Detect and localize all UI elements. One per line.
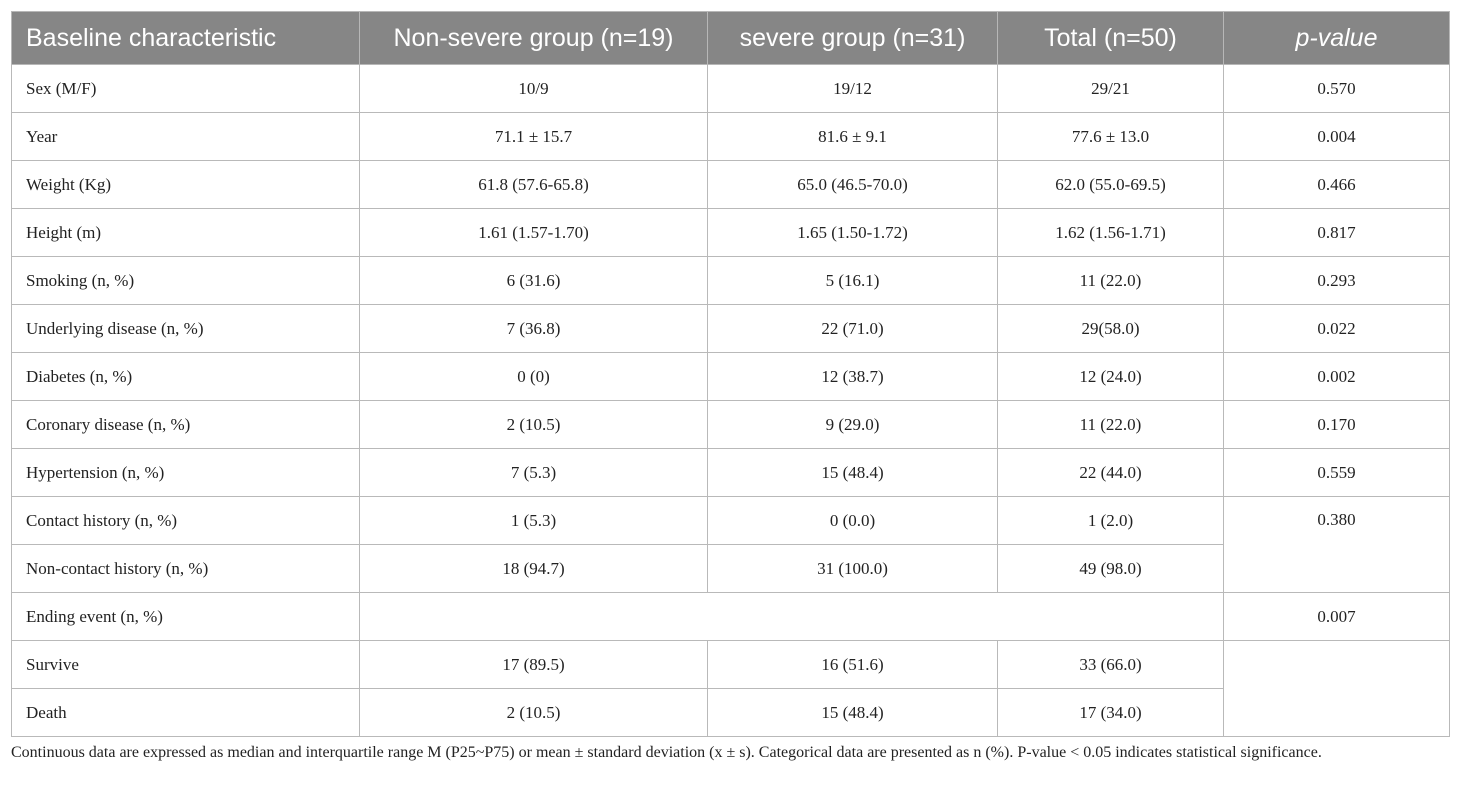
cell-p-value: 0.007	[1223, 592, 1450, 641]
cell-total: 29(58.0)	[997, 304, 1224, 353]
cell-p-value: 0.170	[1223, 400, 1450, 449]
table-row: Sex (M/F) 10/9 19/12 29/21 0.570	[11, 64, 1450, 113]
cell-p-value: 0.002	[1223, 352, 1450, 401]
header-row: Baseline characteristic Non-severe group…	[11, 11, 1450, 65]
cell-p-value: 0.380	[1223, 496, 1450, 593]
row-label: Sex (M/F)	[11, 64, 360, 113]
row-label: Contact history (n, %)	[11, 496, 360, 545]
cell-non-severe: 17 (89.5)	[359, 640, 708, 689]
row-label: Hypertension (n, %)	[11, 448, 360, 497]
cell-p-value: 0.466	[1223, 160, 1450, 209]
table-row: Survive 17 (89.5) 16 (51.6) 33 (66.0)	[11, 640, 1450, 737]
cell-p-value: 0.022	[1223, 304, 1450, 353]
table-row: Weight (Kg) 61.8 (57.6-65.8) 65.0 (46.5-…	[11, 160, 1450, 209]
row-label: Diabetes (n, %)	[11, 352, 360, 401]
cell-severe: 0 (0.0)	[707, 496, 998, 545]
cell-total: 22 (44.0)	[997, 448, 1224, 497]
row-label: Survive	[11, 640, 360, 689]
cell-non-severe: 2 (10.5)	[359, 688, 708, 737]
cell-non-severe: 0 (0)	[359, 352, 708, 401]
row-label: Year	[11, 112, 360, 161]
cell-non-severe: 71.1 ± 15.7	[359, 112, 708, 161]
cell-non-severe: 1 (5.3)	[359, 496, 708, 545]
cell-severe: 16 (51.6)	[707, 640, 998, 689]
table-row: Hypertension (n, %) 7 (5.3) 15 (48.4) 22…	[11, 448, 1450, 497]
header-p-value: p-value	[1223, 11, 1450, 65]
cell-severe: 15 (48.4)	[707, 688, 998, 737]
cell-total: 29/21	[997, 64, 1224, 113]
row-label: Ending event (n, %)	[11, 592, 360, 641]
cell-non-severe: 18 (94.7)	[359, 544, 708, 593]
cell-p-value: 0.293	[1223, 256, 1450, 305]
cell-total: 62.0 (55.0-69.5)	[997, 160, 1224, 209]
cell-severe: 19/12	[707, 64, 998, 113]
cell-non-severe: 7 (36.8)	[359, 304, 708, 353]
cell-p-value: 0.004	[1223, 112, 1450, 161]
cell-severe: 22 (71.0)	[707, 304, 998, 353]
cell-total: 1 (2.0)	[997, 496, 1224, 545]
cell-total: 77.6 ± 13.0	[997, 112, 1224, 161]
row-label: Smoking (n, %)	[11, 256, 360, 305]
row-label: Height (m)	[11, 208, 360, 257]
table-footnote: Continuous data are expressed as median …	[11, 744, 1322, 761]
header-non-severe-group: Non-severe group (n=19)	[359, 11, 708, 65]
cell-severe: 5 (16.1)	[707, 256, 998, 305]
cell-severe: 12 (38.7)	[707, 352, 998, 401]
cell-non-severe: 6 (31.6)	[359, 256, 708, 305]
cell-total: 33 (66.0)	[997, 640, 1224, 689]
row-label: Weight (Kg)	[11, 160, 360, 209]
table-row: Smoking (n, %) 6 (31.6) 5 (16.1) 11 (22.…	[11, 256, 1450, 305]
cell-non-severe: 1.61 (1.57-1.70)	[359, 208, 708, 257]
row-label: Non-contact history (n, %)	[11, 544, 360, 593]
cell-total: 1.62 (1.56-1.71)	[997, 208, 1224, 257]
table-row: Diabetes (n, %) 0 (0) 12 (38.7) 12 (24.0…	[11, 352, 1450, 401]
cell-non-severe: 7 (5.3)	[359, 448, 708, 497]
cell-total: 49 (98.0)	[997, 544, 1224, 593]
table-row: Non-contact history (n, %) 18 (94.7) 31 …	[11, 544, 1450, 593]
header-severe-group: severe group (n=31)	[707, 11, 998, 65]
table-row: Height (m) 1.61 (1.57-1.70) 1.65 (1.50-1…	[11, 208, 1450, 257]
cell-p-value: 0.559	[1223, 448, 1450, 497]
row-label: Coronary disease (n, %)	[11, 400, 360, 449]
table-row: Year 71.1 ± 15.7 81.6 ± 9.1 77.6 ± 13.0 …	[11, 112, 1450, 161]
table-row: Ending event (n, %) 0.007	[11, 592, 1450, 641]
cell-non-severe: 61.8 (57.6-65.8)	[359, 160, 708, 209]
cell-severe: 65.0 (46.5-70.0)	[707, 160, 998, 209]
cell-non-severe: 10/9	[359, 64, 708, 113]
table-row: Contact history (n, %) 1 (5.3) 0 (0.0) 1…	[11, 496, 1450, 593]
cell-p-value-empty	[1223, 640, 1450, 737]
cell-severe: 81.6 ± 9.1	[707, 112, 998, 161]
row-label: Underlying disease (n, %)	[11, 304, 360, 353]
row-label: Death	[11, 688, 360, 737]
cell-total: 17 (34.0)	[997, 688, 1224, 737]
cell-p-value: 0.817	[1223, 208, 1450, 257]
table-row: Coronary disease (n, %) 2 (10.5) 9 (29.0…	[11, 400, 1450, 449]
cell-empty-merged	[359, 592, 1224, 641]
table-row: Death 2 (10.5) 15 (48.4) 17 (34.0)	[11, 688, 1450, 737]
table-row: Underlying disease (n, %) 7 (36.8) 22 (7…	[11, 304, 1450, 353]
baseline-table: Baseline characteristic Non-severe group…	[11, 11, 1450, 737]
cell-total: 11 (22.0)	[997, 400, 1224, 449]
cell-total: 12 (24.0)	[997, 352, 1224, 401]
cell-severe: 9 (29.0)	[707, 400, 998, 449]
header-baseline-characteristic: Baseline characteristic	[11, 11, 360, 65]
cell-severe: 15 (48.4)	[707, 448, 998, 497]
cell-severe: 31 (100.0)	[707, 544, 998, 593]
cell-p-value: 0.570	[1223, 64, 1450, 113]
cell-total: 11 (22.0)	[997, 256, 1224, 305]
header-total: Total (n=50)	[997, 11, 1224, 65]
cell-severe: 1.65 (1.50-1.72)	[707, 208, 998, 257]
cell-non-severe: 2 (10.5)	[359, 400, 708, 449]
